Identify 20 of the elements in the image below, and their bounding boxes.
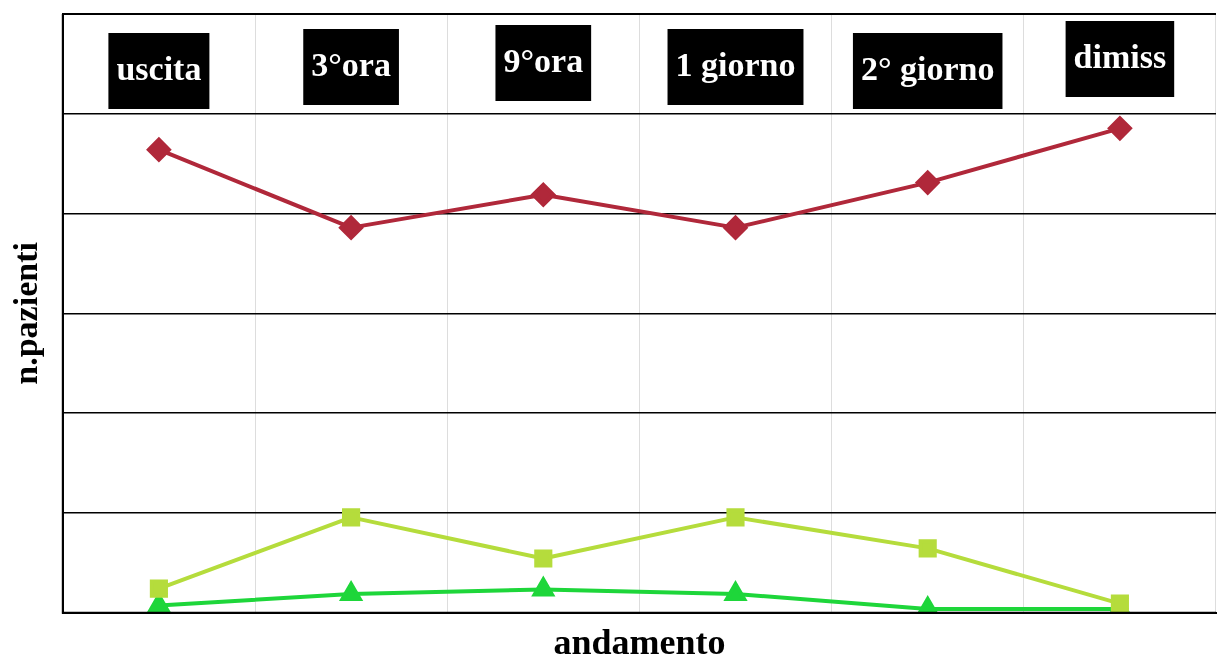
point <box>531 182 556 207</box>
point <box>918 539 937 558</box>
point <box>726 508 745 527</box>
x-tick-label: uscita <box>116 49 202 87</box>
x-tick-label: 2° giorno <box>860 49 995 87</box>
x-tick-label: 1 giorno <box>675 45 796 83</box>
point <box>915 170 940 195</box>
point <box>534 549 553 568</box>
point <box>342 508 361 527</box>
point <box>1110 594 1129 613</box>
point <box>149 579 168 598</box>
point <box>339 215 364 240</box>
point <box>146 137 171 162</box>
x-tick-label: 9°ora <box>503 41 584 79</box>
y-axis-title: n.pazienti <box>7 242 45 385</box>
point <box>723 215 748 240</box>
x-axis-title: andamento <box>553 621 726 662</box>
x-tick-label: dimiss <box>1073 37 1167 75</box>
x-tick-label: 3°ora <box>311 45 391 83</box>
point <box>1107 116 1132 141</box>
